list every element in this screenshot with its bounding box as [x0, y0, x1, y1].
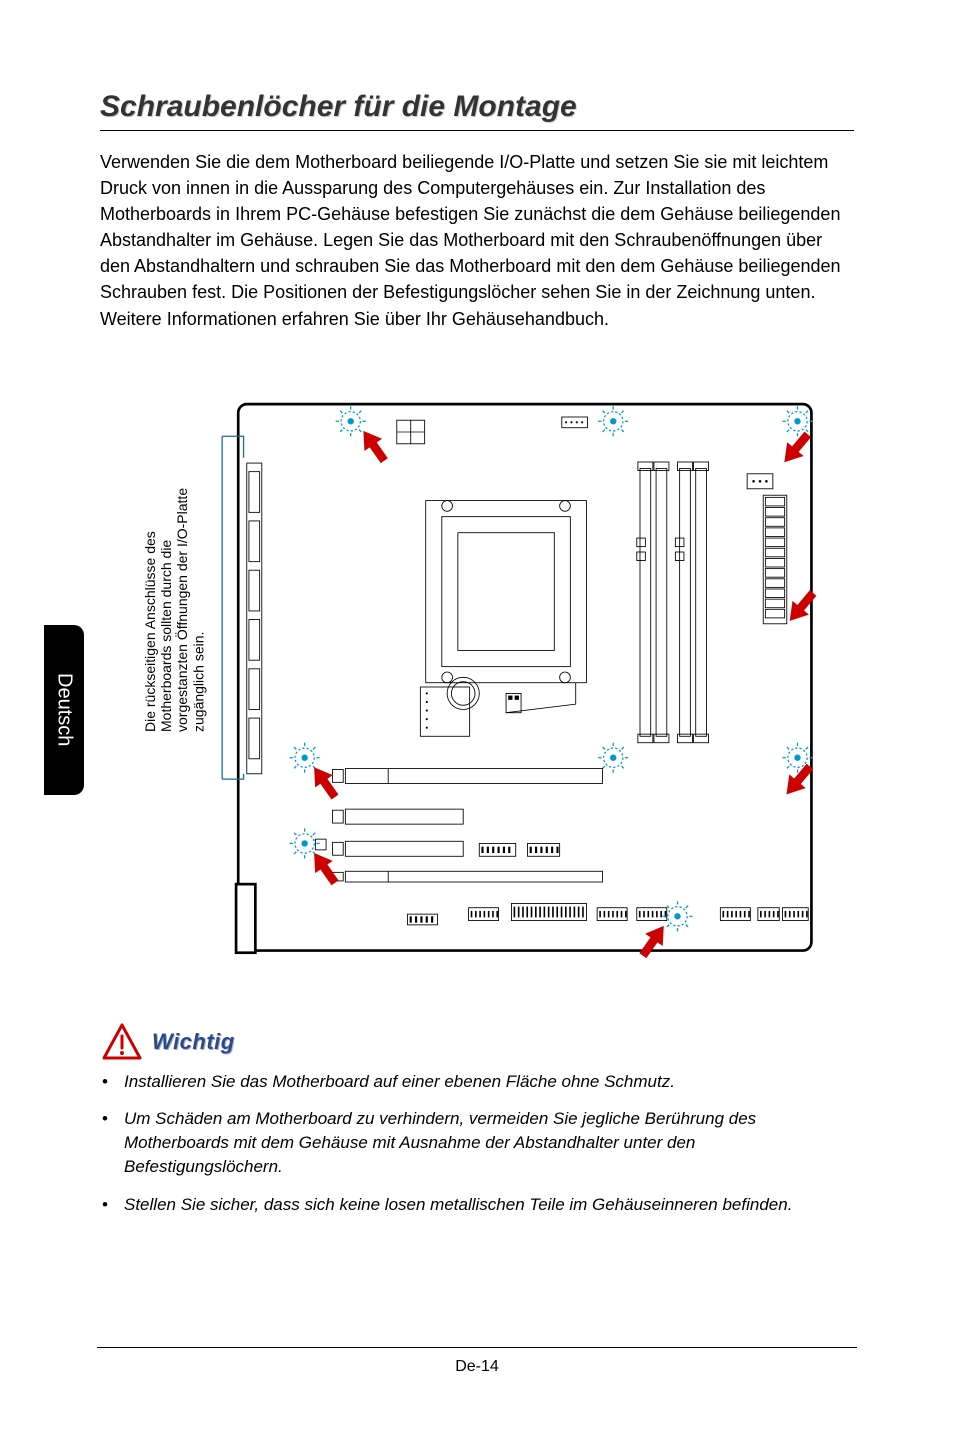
page-container: Schraubenlöcher für die Montage Verwende…: [0, 0, 954, 1291]
intro-paragraph: Verwenden Sie die dem Motherboard beilie…: [100, 149, 854, 332]
motherboard-diagram: Die rückseitigen Anschlüsse des Motherbo…: [140, 372, 840, 972]
board-svg: [140, 372, 840, 972]
warning-icon: [100, 1022, 144, 1062]
notice-item: Um Schäden am Motherboard zu verhindern,…: [124, 1107, 854, 1178]
notice-list: Installieren Sie das Motherboard auf ein…: [100, 1070, 854, 1217]
notice-item: Installieren Sie das Motherboard auf ein…: [124, 1070, 854, 1094]
io-plate-label: Die rückseitigen Anschlüsse des Motherbo…: [142, 452, 164, 732]
page-number: De-14: [455, 1358, 499, 1375]
notice-header: Wichtig: [100, 1022, 854, 1062]
page-footer: De-14: [0, 1347, 954, 1376]
notice-block: Wichtig Installieren Sie das Motherboard…: [100, 1022, 854, 1217]
section-heading: Schraubenlöcher für die Montage: [100, 90, 854, 131]
notice-item: Stellen Sie sicher, dass sich keine lose…: [124, 1193, 854, 1217]
notice-title: Wichtig: [152, 1029, 235, 1055]
